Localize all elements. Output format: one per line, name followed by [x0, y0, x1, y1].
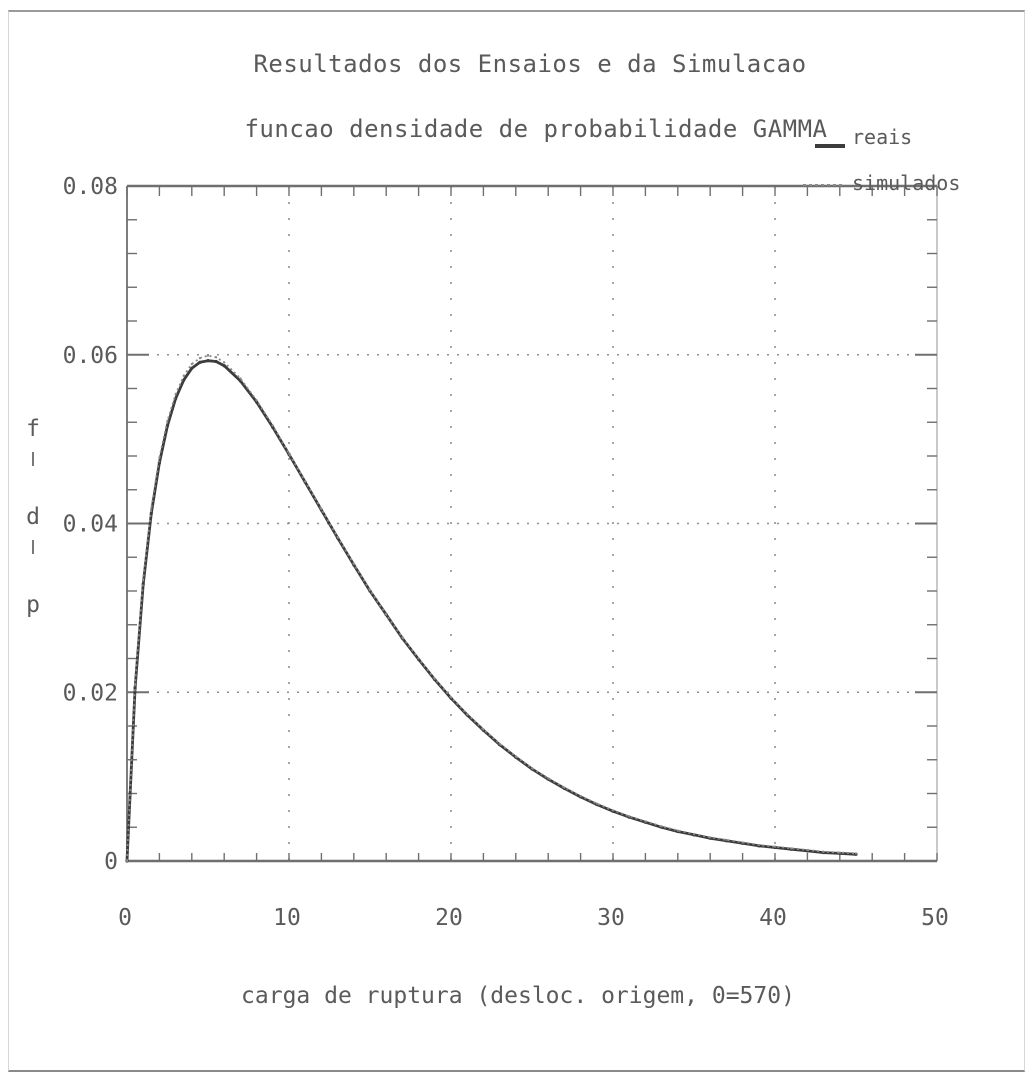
y-axis-label-letter: d — [26, 504, 40, 530]
y-axis-label-letter: f — [26, 416, 40, 442]
data-point-simulados — [223, 361, 226, 364]
data-point-simulados — [304, 480, 307, 483]
data-point-simulados — [773, 845, 777, 848]
legend: reais simulados — [803, 125, 960, 195]
data-point-simulados — [725, 838, 728, 842]
x-tick-label: 10 — [273, 905, 301, 931]
data-point-simulados — [806, 848, 809, 852]
data-point-simulados — [563, 786, 566, 789]
data-point-simulados — [611, 809, 615, 812]
data-point-simulados — [530, 767, 534, 770]
data-point-simulados — [255, 399, 258, 402]
y-tick-label: 0 — [104, 849, 118, 875]
x-tick-label: 30 — [597, 905, 625, 931]
data-point-reais — [255, 400, 259, 404]
data-point-simulados — [595, 802, 598, 805]
data-point-reais — [149, 511, 153, 515]
data-point-simulados — [482, 728, 485, 731]
series-line-simulados — [126, 354, 857, 862]
x-tick-label: 20 — [435, 905, 463, 931]
data-point-simulados — [198, 357, 201, 360]
data-point-simulados — [579, 794, 582, 798]
data-point-simulados — [166, 419, 169, 422]
data-point-simulados — [757, 843, 760, 847]
data-point-reais — [133, 686, 137, 690]
series-group — [125, 354, 858, 863]
data-point-reais — [165, 424, 170, 428]
data-point-simulados — [125, 859, 129, 863]
data-point-simulados — [838, 851, 841, 854]
x-tick-label: 50 — [921, 905, 949, 931]
data-point-simulados — [320, 508, 323, 511]
data-point-reais — [214, 359, 218, 364]
data-point-simulados — [514, 755, 517, 758]
y-tick-label: 0.04 — [63, 512, 118, 538]
data-point-simulados — [134, 682, 137, 685]
grid-lines — [127, 186, 937, 861]
series-line-reais — [125, 359, 857, 862]
y-tick-label: 0.06 — [63, 343, 118, 369]
data-point-reais — [190, 366, 194, 370]
data-point-simulados — [174, 393, 177, 396]
data-point-simulados — [206, 354, 210, 357]
data-point-simulados — [368, 589, 372, 592]
data-point-simulados — [352, 562, 355, 566]
data-point-reais — [222, 364, 226, 368]
data-point-simulados — [644, 820, 647, 823]
data-point-simulados — [142, 578, 145, 581]
data-point-simulados — [215, 356, 218, 359]
data-point-simulados — [150, 507, 153, 510]
data-point-simulados — [417, 657, 420, 660]
data-point-simulados — [287, 452, 291, 455]
legend-label-reais: reais — [852, 125, 912, 149]
data-point-simulados — [822, 850, 825, 853]
x-tick-label: 40 — [759, 905, 787, 931]
data-point-reais — [182, 378, 186, 382]
data-point-simulados — [854, 852, 858, 855]
data-point-simulados — [182, 374, 185, 377]
chart-title: Resultados dos Ensaios e da Simulacao — [253, 50, 806, 78]
y-tick-label: 0.08 — [63, 174, 118, 200]
data-point-reais — [271, 425, 275, 429]
axis-ticks: 0 10 20 30 40 50 0 0.02 0.04 0.06 0.08 — [63, 174, 949, 931]
x-axis-label: carga de ruptura (desloc. origem, 0=570) — [241, 983, 795, 1009]
legend-label-simulados: simulados — [852, 171, 960, 195]
data-point-simulados — [385, 613, 388, 616]
y-axis-label: f d p — [26, 416, 40, 618]
data-point-simulados — [660, 825, 663, 828]
chart-subtitle: funcao densidade de probabilidade GAMMA — [244, 115, 827, 143]
data-point-simulados — [709, 836, 712, 839]
data-point-reais — [206, 359, 210, 363]
data-point-simulados — [158, 456, 161, 459]
data-point-simulados — [498, 742, 501, 745]
data-point-simulados — [449, 696, 453, 699]
data-point-simulados — [336, 535, 339, 539]
y-tick-label: 0.02 — [63, 680, 118, 706]
data-point-simulados — [466, 713, 469, 716]
data-point-simulados — [628, 815, 631, 818]
y-axis-label-letter: p — [26, 592, 40, 618]
data-point-reais — [198, 360, 202, 364]
data-point-simulados — [741, 841, 744, 844]
data-point-simulados — [239, 377, 242, 380]
page-frame — [8, 10, 1025, 1072]
x-tick-label: 0 — [118, 905, 132, 931]
data-point-simulados — [790, 847, 793, 850]
data-point-simulados — [692, 832, 696, 836]
data-point-simulados — [401, 636, 404, 639]
data-point-simulados — [190, 362, 193, 366]
data-point-simulados — [271, 424, 274, 427]
data-point-simulados — [547, 777, 550, 780]
data-point-simulados — [676, 829, 679, 832]
data-point-simulados — [433, 677, 436, 680]
